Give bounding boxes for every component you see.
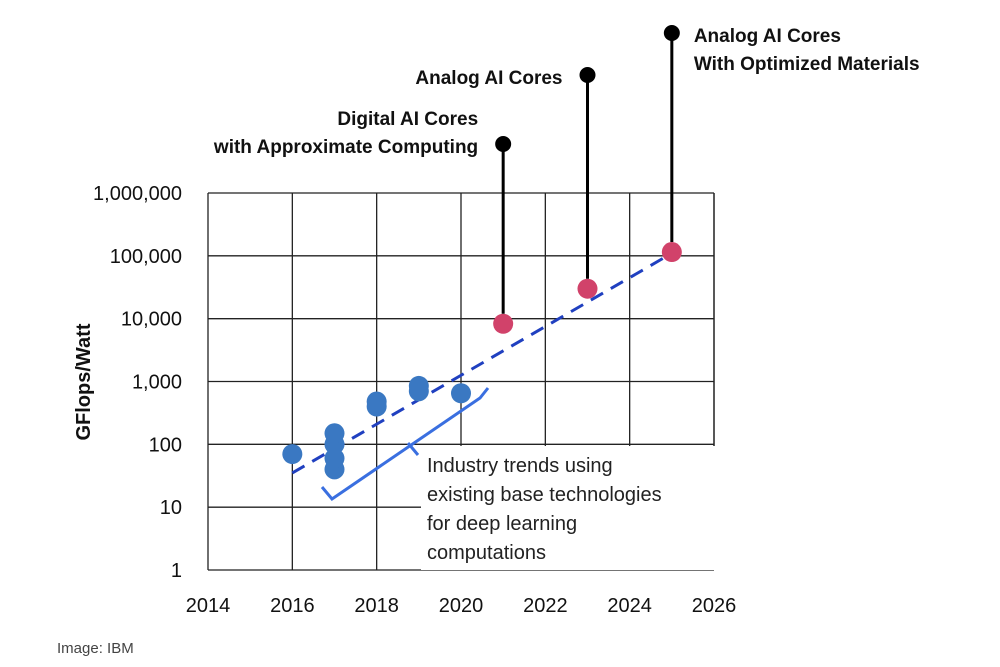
- y-tick-label: 100,000: [110, 246, 182, 268]
- data-point: [451, 383, 471, 404]
- data-point: [366, 391, 387, 412]
- y-tick-label: 1: [171, 560, 182, 582]
- bracket-note-line: for deep learning: [427, 513, 577, 535]
- annotation-label: Digital AI Cores: [337, 109, 478, 130]
- data-point: [577, 278, 598, 299]
- y-tick-label: 1,000: [132, 372, 182, 394]
- data-point: [282, 444, 303, 465]
- annotation-label: Analog AI Cores: [694, 26, 841, 47]
- annotation-label: With Optimized Materials: [694, 54, 920, 75]
- y-tick-label: 10: [160, 497, 182, 519]
- x-tick-label: 2024: [607, 595, 652, 617]
- data-point: [408, 375, 429, 396]
- x-tick-label: 2018: [354, 595, 399, 617]
- data-point: [493, 313, 514, 334]
- bracket-note-line: computations: [427, 542, 546, 564]
- x-tick-label: 2020: [439, 595, 484, 617]
- y-tick-label: 1,000,000: [93, 183, 182, 205]
- x-tick-label: 2016: [270, 595, 315, 617]
- data-point: [661, 242, 682, 263]
- annotation-marker: [663, 25, 680, 41]
- image-credit: Image: IBM: [57, 640, 134, 657]
- bracket-note-line: existing base technologies: [427, 484, 662, 506]
- data-point: [324, 423, 345, 444]
- annotation-marker: [495, 136, 512, 152]
- note-box: [421, 446, 715, 570]
- y-tick-label: 10,000: [121, 309, 182, 331]
- annotation-label: with Approximate Computing: [213, 137, 478, 158]
- bracket-note-line: Industry trends using: [427, 455, 613, 477]
- y-tick-label: 100: [149, 434, 182, 456]
- x-tick-label: 2014: [186, 595, 231, 617]
- annotation-marker: [579, 67, 596, 83]
- bracket: [320, 387, 490, 502]
- data-point: [324, 448, 345, 469]
- trendline: [291, 251, 673, 475]
- x-tick-label: 2026: [692, 595, 737, 617]
- watermark-logo: [878, 610, 887, 641]
- y-axis-label: GFlops/Watt: [73, 323, 95, 440]
- annotation-label: Analog AI Cores: [415, 68, 562, 89]
- x-tick-label: 2022: [523, 595, 568, 617]
